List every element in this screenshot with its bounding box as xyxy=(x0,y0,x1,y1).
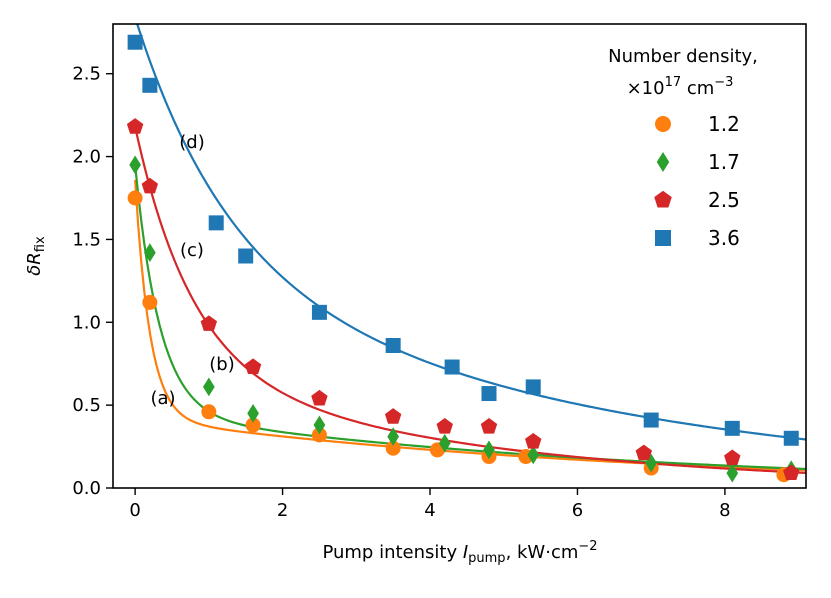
legend-marker-d xyxy=(655,230,671,246)
data-point-c xyxy=(783,464,800,481)
legend-label-c: 2.5 xyxy=(708,188,740,212)
data-point-b xyxy=(144,243,156,263)
data-point-c xyxy=(724,449,741,466)
data-point-c xyxy=(311,389,328,406)
data-point-b xyxy=(129,155,141,175)
x-axis-label: Pump intensity Ipump, kW·cm−2 xyxy=(322,539,597,566)
data-point-b xyxy=(387,427,399,447)
legend: Number density, ×1017 cm−3 1.2 1.7 2.5 3.6 xyxy=(608,46,758,250)
data-point-a xyxy=(311,427,327,443)
data-point-c xyxy=(436,418,453,434)
legend-marker-b xyxy=(656,152,670,172)
data-point-b xyxy=(726,463,739,483)
data-point-b xyxy=(247,404,259,423)
data-point-d xyxy=(208,215,224,231)
axes-frame xyxy=(112,23,807,489)
data-point-a xyxy=(245,417,261,433)
data-point-d xyxy=(444,359,460,375)
data-point-b xyxy=(527,445,540,465)
data-point-d xyxy=(385,337,401,353)
curve-label-b: (b) xyxy=(209,354,234,375)
curve-label-c: (c) xyxy=(180,240,204,261)
legend-title-line2: ×1017 cm−3 xyxy=(627,75,734,99)
y-tick-label: 2.5 xyxy=(72,64,101,85)
x-tick-label: 8 xyxy=(719,500,730,521)
data-point-d xyxy=(724,420,740,436)
y-axis: 0.0 0.5 1.0 1.5 2.0 2.5 xyxy=(72,64,113,499)
legend-marker-c xyxy=(654,190,672,208)
fit-curve-d xyxy=(136,24,806,441)
data-point-d xyxy=(481,386,497,402)
legend-entries: 1.2 1.7 2.5 3.6 xyxy=(654,112,740,250)
curve-label-d: (d) xyxy=(179,132,204,153)
x-tick-label: 4 xyxy=(424,500,435,521)
data-point-b xyxy=(202,377,215,397)
data-point-c xyxy=(200,315,218,331)
y-tick-label: 1.5 xyxy=(72,229,101,250)
x-axis: 0 2 4 6 8 xyxy=(129,488,731,521)
x-tick-label: 2 xyxy=(277,500,288,521)
data-point-c xyxy=(525,432,542,449)
y-axis-label: δRfix xyxy=(24,236,48,276)
data-point-d xyxy=(525,379,541,395)
y-tick-label: 0.5 xyxy=(72,395,101,416)
legend-label-d: 3.6 xyxy=(708,226,740,250)
data-point-c xyxy=(384,408,402,424)
data-point-c xyxy=(141,177,159,194)
curve-label-a: (a) xyxy=(150,388,175,409)
y-tick-label: 2.0 xyxy=(72,147,101,168)
y-tick-label: 0.0 xyxy=(72,478,101,499)
data-point-b xyxy=(313,415,326,435)
data-point-a xyxy=(385,440,401,456)
data-point-a xyxy=(127,190,143,206)
x-tick-label: 6 xyxy=(572,500,583,521)
data-point-d xyxy=(142,77,158,93)
data-point-a xyxy=(201,404,217,420)
legend-label-b: 1.7 xyxy=(708,150,740,174)
data-point-c xyxy=(635,444,653,461)
data-point-a xyxy=(142,294,158,310)
data-point-d xyxy=(238,248,254,264)
legend-marker-a xyxy=(655,116,671,132)
data-point-c xyxy=(244,358,262,375)
data-point-b xyxy=(483,440,495,460)
data-point-b xyxy=(438,433,451,453)
y-tick-label: 1.0 xyxy=(72,312,101,333)
data-point-d xyxy=(311,304,327,320)
data-point-d xyxy=(127,34,143,50)
series-c-points xyxy=(126,118,800,481)
plot-area xyxy=(126,24,806,483)
data-point-d xyxy=(783,430,799,446)
legend-title-line1: Number density, xyxy=(608,46,758,67)
series-d-points xyxy=(127,34,799,446)
data-point-d xyxy=(643,412,659,428)
data-point-c xyxy=(480,418,498,434)
legend-label-a: 1.2 xyxy=(708,112,740,136)
data-point-c xyxy=(126,118,144,134)
x-tick-label: 0 xyxy=(129,500,140,521)
